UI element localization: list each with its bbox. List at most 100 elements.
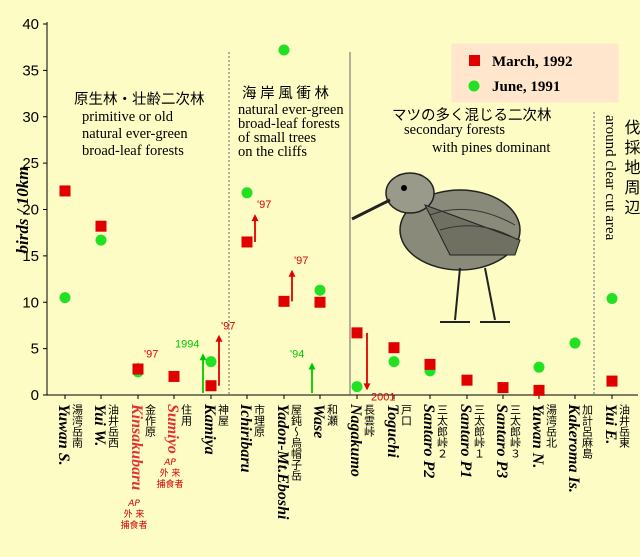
trend-arrow-label: '94 <box>290 349 304 361</box>
y-tick-label: 10 <box>22 294 39 311</box>
site-label-jp: 市理原 <box>253 403 266 437</box>
region-label-line: of small trees <box>238 130 316 146</box>
region-label-line: natural ever-green <box>238 102 344 118</box>
trend-arrow-head <box>308 362 316 370</box>
site-label: Toguchi <box>384 404 401 458</box>
trend-arrow-head <box>199 353 207 361</box>
y-tick-label: 0 <box>31 387 39 404</box>
site-label: Yadon-Mt.Eboshi <box>274 404 291 520</box>
site-label-jp: 長雲峠 <box>363 404 376 438</box>
site-label: Yui E. <box>602 404 619 444</box>
region-label-line: natural ever-green <box>82 126 188 142</box>
june-point <box>533 361 545 373</box>
legend-june-label: June, 1991 <box>492 79 560 95</box>
legend-march-label: March, 1992 <box>492 54 573 70</box>
site-label: Sumiyo <box>164 404 181 454</box>
june-point <box>388 356 400 368</box>
site-label-jp: 加計呂麻島 <box>581 404 594 460</box>
site-label-jp: 湯湾岳北 <box>545 404 558 448</box>
site-label-jp: 三太郎峠１ <box>473 404 486 459</box>
march-point <box>278 295 290 307</box>
site-sublabel: AP <box>127 499 140 509</box>
june-point <box>95 234 107 246</box>
region-label-line: 海 岸 風 衝 林 <box>242 85 329 102</box>
site-label-jp: 戸口 <box>400 404 413 426</box>
site-sublabel: 外 来 <box>124 508 145 520</box>
site-label-jp: 油井岳東 <box>618 403 631 449</box>
trend-arrow-label: '97 <box>257 199 271 211</box>
trend-arrow-head <box>363 383 371 391</box>
site-label: Wase <box>310 404 327 438</box>
june-point <box>205 356 217 368</box>
site-sublabel: AP <box>163 458 176 468</box>
legend: March, 1992 June, 1991 <box>451 43 619 103</box>
site-label-jp: 屋鈍～烏帽子岳 <box>290 404 303 481</box>
site-labels: Yuwan S.湯湾岳南 Yui W.油井岳西 Kinsakubaru金作原AP外 … <box>55 403 631 532</box>
y-tick-label: 15 <box>22 248 39 265</box>
site-label-jp: 住用 <box>180 403 193 427</box>
site-label: Santaro P3 <box>493 404 510 478</box>
region-label-line: broad-leaf forests <box>82 143 184 159</box>
y-tick-label: 40 <box>22 16 39 33</box>
legend-march-marker <box>469 55 480 66</box>
data-marks: '97 1994 '97 '97 '97 '94 2001 <box>59 44 618 403</box>
site-sublabel: 外 来 <box>160 467 181 479</box>
site-label: Kakeroma Is. <box>565 403 582 493</box>
region-label-line: 原生林・壮齢二次林 <box>74 91 205 108</box>
june-point <box>241 187 253 199</box>
march-point <box>205 380 217 392</box>
region-label-line: secondary forests <box>404 122 505 138</box>
june-point <box>59 292 71 304</box>
march-point <box>606 375 618 387</box>
trend-arrow-label: 2001 <box>371 391 395 403</box>
site-label-jp: 三太郎峠２ <box>436 404 449 459</box>
march-point <box>241 236 253 248</box>
june-point <box>351 381 363 393</box>
site-label: Kamiya <box>201 403 218 455</box>
june-point <box>278 44 290 56</box>
june-point <box>314 284 326 296</box>
site-label: Nagakumo <box>347 403 364 477</box>
march-point <box>388 342 400 354</box>
march-point <box>351 327 363 339</box>
region-label-line: 伐 採 地 周 辺 <box>622 119 640 215</box>
site-label-jp: 油井岳西 <box>107 403 120 448</box>
y-axis-label: birds / 10km <box>13 167 32 254</box>
trend-arrow-head <box>215 334 223 342</box>
trend-arrow-head <box>288 269 296 277</box>
legend-box <box>451 43 619 103</box>
y-tick-label: 25 <box>22 155 39 172</box>
region-label-line: マツの多く混じる二次林 <box>392 107 552 124</box>
site-sublabel: 捕食者 <box>156 478 183 490</box>
site-label-jp: 三太郎峠３ <box>509 404 522 459</box>
march-point <box>497 382 509 394</box>
trend-arrow-label: '97 <box>144 349 158 361</box>
trend-arrow-label: '97 <box>294 255 308 267</box>
march-point <box>424 358 436 370</box>
site-label: Ichiribaru <box>237 403 254 473</box>
trend-arrow-head <box>134 362 142 370</box>
y-tick-label: 30 <box>22 109 39 126</box>
site-label-jp: 和瀬 <box>326 404 339 427</box>
june-point <box>606 293 618 305</box>
site-label-jp: 神屋 <box>217 403 230 427</box>
y-tick-label: 20 <box>22 202 39 219</box>
y-tick-label: 35 <box>22 62 39 79</box>
woodcock-illustration <box>351 172 521 323</box>
trend-arrow-head <box>251 214 259 222</box>
june-point <box>569 337 581 349</box>
region-label-line: primitive or old <box>82 109 174 125</box>
march-point <box>533 384 545 396</box>
region-label-line: on the cliffs <box>238 144 307 160</box>
region-label-line: broad-leaf forests <box>238 116 340 132</box>
trend-arrow-label: '97 <box>221 321 235 333</box>
march-point <box>461 374 473 386</box>
march-point <box>314 296 326 308</box>
site-label-jp: 湯湾岳南 <box>71 404 84 448</box>
march-point <box>95 220 107 232</box>
region-label-line: with pines dominant <box>432 140 550 156</box>
site-label-jp: 金作原 <box>144 403 157 437</box>
y-tick-label: 5 <box>31 341 39 358</box>
